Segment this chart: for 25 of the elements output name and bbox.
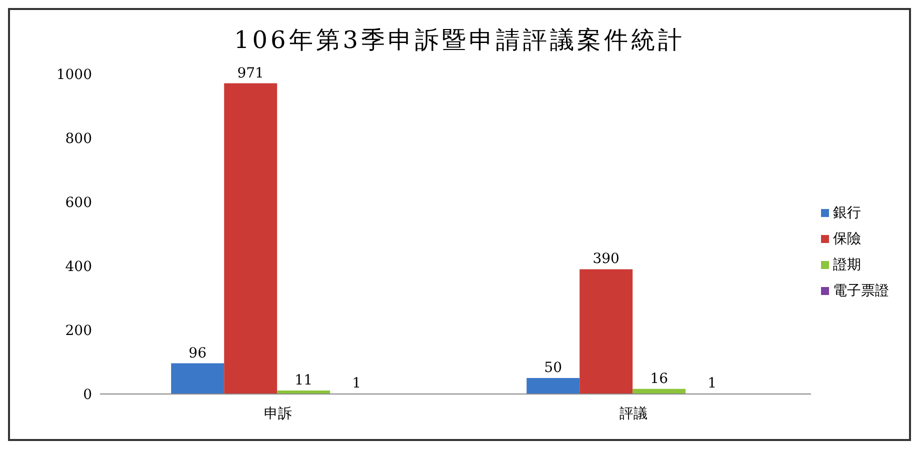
legend-label: 電子票證 bbox=[833, 282, 889, 298]
y-tick-label: 0 bbox=[83, 386, 92, 403]
legend-label: 銀行 bbox=[833, 204, 861, 220]
data-label: 96 bbox=[188, 345, 207, 362]
y-tick-label: 400 bbox=[65, 258, 92, 275]
legend-label: 保險 bbox=[833, 230, 861, 246]
y-tick-label: 800 bbox=[65, 130, 92, 147]
y-tick-label: 200 bbox=[65, 322, 92, 339]
x-tick-label: 評議 bbox=[619, 406, 648, 422]
chart-title: 106年第3季申訴暨申請評議案件統計 bbox=[232, 25, 686, 56]
data-label: 971 bbox=[237, 65, 264, 82]
y-tick-label: 600 bbox=[65, 194, 92, 211]
data-label: 1 bbox=[708, 376, 717, 392]
legend-label: 證期 bbox=[833, 256, 861, 272]
data-label: 16 bbox=[650, 370, 668, 387]
bar bbox=[526, 378, 580, 394]
data-label: 50 bbox=[544, 360, 562, 376]
bar bbox=[171, 363, 224, 394]
bar bbox=[580, 269, 633, 394]
data-label: 390 bbox=[592, 251, 620, 268]
data-label: 1 bbox=[352, 376, 362, 392]
data-label: 11 bbox=[294, 372, 313, 388]
bar bbox=[224, 83, 278, 394]
x-tick-label: 申訴 bbox=[264, 406, 292, 422]
y-tick-label: 1000 bbox=[56, 66, 92, 83]
